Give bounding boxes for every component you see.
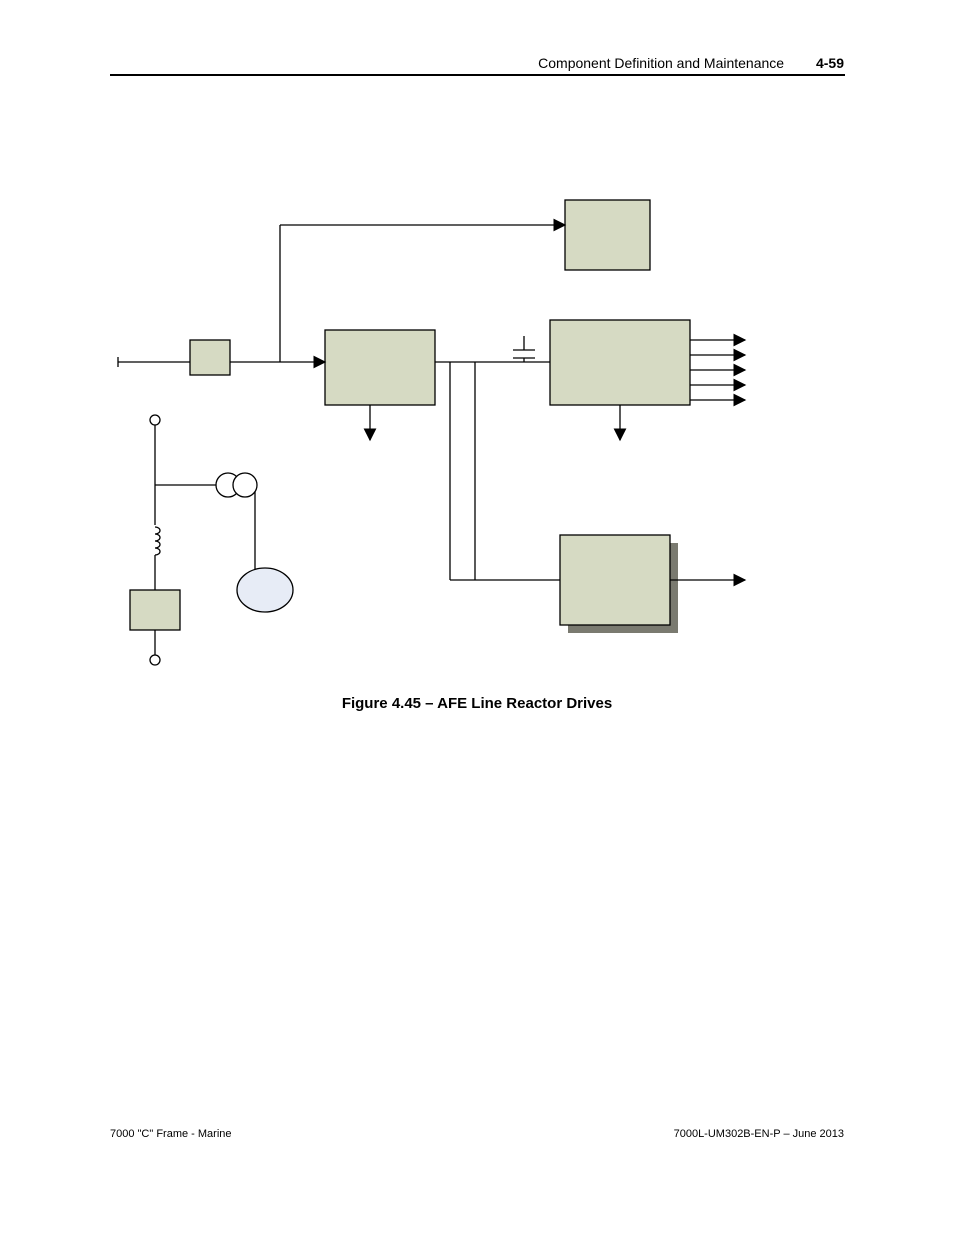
diagram-box-left_small bbox=[190, 340, 230, 375]
footer-right: 7000L-UM302B-EN-P – June 2013 bbox=[674, 1128, 844, 1140]
node-top_open bbox=[150, 415, 160, 425]
header-section-title: Component Definition and Maintenance bbox=[538, 55, 784, 71]
page-header: Component Definition and Maintenance 4-5… bbox=[538, 55, 844, 71]
footer-left: 7000 "C" Frame - Marine bbox=[110, 1128, 232, 1140]
figure-caption: Figure 4.45 – AFE Line Reactor Drives bbox=[0, 695, 954, 712]
motor-icon bbox=[237, 568, 293, 612]
diagram-box-rectifier bbox=[325, 330, 435, 405]
node-xfmr_right bbox=[233, 473, 257, 497]
diagram-box-lower_right bbox=[560, 535, 670, 625]
header-page-number: 4-59 bbox=[816, 55, 844, 71]
diagram-box-bottom_left bbox=[130, 590, 180, 630]
afe-diagram bbox=[110, 195, 845, 695]
diagram-box-top_right bbox=[565, 200, 650, 270]
header-rule bbox=[110, 74, 845, 76]
diagram-box-inverter bbox=[550, 320, 690, 405]
inductor-icon bbox=[155, 527, 160, 555]
node-bottom_open bbox=[150, 655, 160, 665]
